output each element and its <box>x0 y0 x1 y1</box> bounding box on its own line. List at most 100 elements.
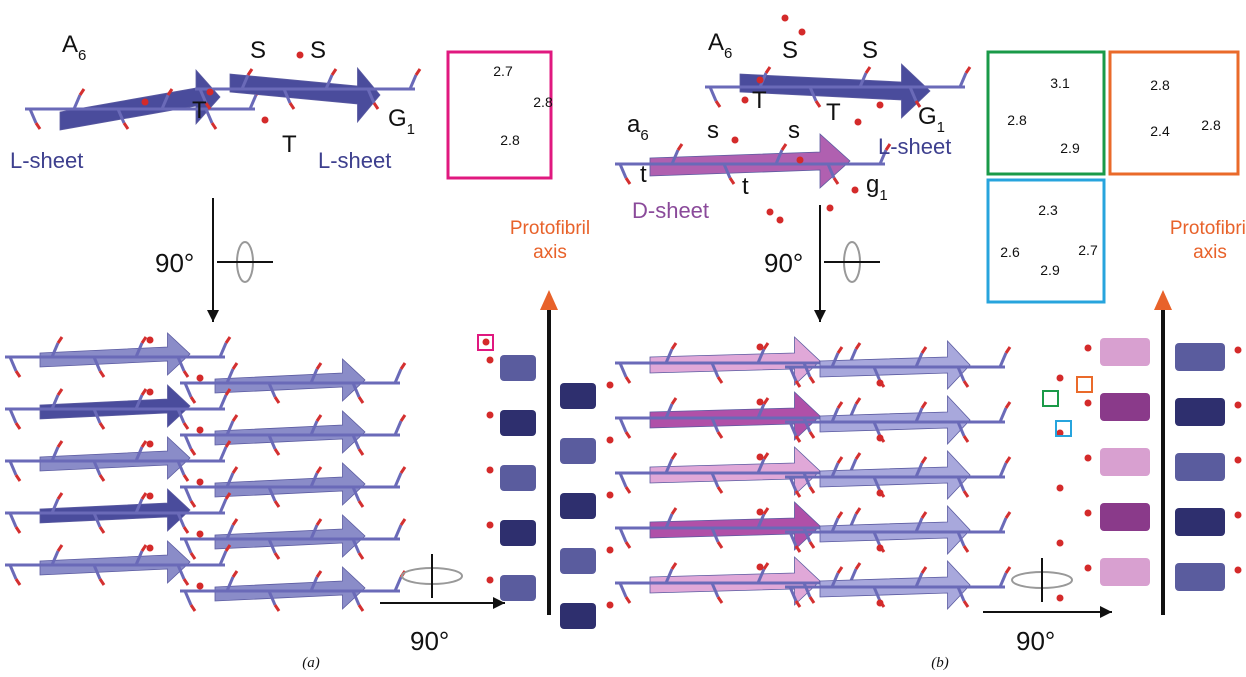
sheet-label: D-sheet <box>632 198 709 223</box>
side-chain <box>1004 566 1012 574</box>
side-chain <box>854 452 862 460</box>
strand-end <box>500 575 536 601</box>
rotation-label: 90° <box>764 248 803 278</box>
distance: 2.8 <box>1007 112 1027 128</box>
side-chain <box>962 380 970 388</box>
side-chain <box>964 66 972 74</box>
side-chain <box>664 403 674 419</box>
side-chain <box>962 545 970 553</box>
water <box>756 76 764 84</box>
side-chain <box>324 74 334 90</box>
side-chain <box>788 531 798 547</box>
highlight <box>1055 420 1072 437</box>
side-chain <box>914 517 924 533</box>
side-chain <box>92 356 102 372</box>
residue-label: S <box>310 37 326 64</box>
water <box>826 204 834 212</box>
side-chain <box>182 370 190 378</box>
water <box>1084 399 1092 407</box>
side-chain <box>714 100 722 108</box>
subscript: 1 <box>937 119 945 136</box>
distance: 2.3 <box>1038 202 1058 218</box>
side-chain <box>762 397 770 405</box>
side-chain <box>618 163 628 179</box>
side-chain <box>72 94 82 110</box>
side-chain <box>231 466 239 474</box>
caption: (b) <box>931 655 949 671</box>
side-chain <box>914 572 924 588</box>
strand-end <box>1175 398 1225 426</box>
side-chain <box>273 396 281 404</box>
distance: 2.7 <box>1078 242 1098 258</box>
side-chain <box>914 352 924 368</box>
side-chain <box>914 100 922 108</box>
strand-end <box>1100 393 1150 421</box>
subscript: 6 <box>724 45 732 62</box>
side-chain <box>664 458 674 474</box>
side-chain <box>50 498 60 514</box>
side-chain <box>189 604 197 612</box>
residue-label: T <box>192 97 207 124</box>
side-chain <box>756 348 766 364</box>
water <box>196 426 204 434</box>
side-chain <box>282 88 292 104</box>
side-chain <box>183 382 193 398</box>
side-chain <box>240 74 250 90</box>
side-chain <box>204 102 212 110</box>
water <box>1234 511 1242 519</box>
water <box>1056 484 1064 492</box>
distance: 2.6 <box>1000 244 1020 260</box>
side-chain <box>351 538 361 554</box>
beta-strand <box>39 384 191 428</box>
water <box>196 582 204 590</box>
side-chain <box>998 462 1008 478</box>
water <box>486 576 494 584</box>
beta-strand <box>739 63 931 119</box>
water <box>486 411 494 419</box>
water <box>606 381 614 389</box>
residue: G <box>388 105 407 132</box>
water <box>141 98 149 106</box>
water <box>486 521 494 529</box>
strand-end <box>500 520 536 546</box>
side-chain <box>832 177 840 185</box>
residue-label: S <box>862 37 878 64</box>
side-chain <box>225 576 235 592</box>
side-chain <box>246 68 254 76</box>
side-chain <box>182 474 190 482</box>
side-chain <box>414 68 422 76</box>
subscript: 1 <box>879 187 887 204</box>
water <box>196 374 204 382</box>
side-chain <box>710 582 720 598</box>
water <box>756 398 764 406</box>
side-chain <box>140 336 148 344</box>
side-chain <box>225 420 235 436</box>
side-chain <box>788 476 798 492</box>
side-chain <box>998 572 1008 588</box>
side-chain <box>762 562 770 570</box>
water <box>146 544 154 552</box>
side-chain <box>884 143 892 151</box>
side-chain <box>762 452 770 460</box>
side-chain <box>762 507 770 515</box>
side-chain <box>267 434 277 450</box>
side-chain <box>756 568 766 584</box>
side-chain <box>189 396 197 404</box>
side-chain <box>670 397 678 405</box>
side-chain <box>794 545 802 553</box>
side-chain <box>231 362 239 370</box>
side-chain <box>56 388 64 396</box>
side-chain <box>716 596 724 604</box>
side-chain <box>756 403 766 419</box>
side-chain <box>962 490 970 498</box>
water <box>851 186 859 194</box>
side-chain <box>34 122 42 130</box>
side-chain <box>408 74 418 90</box>
side-chain <box>267 538 277 554</box>
side-chain <box>8 356 18 372</box>
side-chain <box>664 348 674 364</box>
side-chain <box>92 408 102 424</box>
side-chain <box>962 600 970 608</box>
water <box>1056 539 1064 547</box>
